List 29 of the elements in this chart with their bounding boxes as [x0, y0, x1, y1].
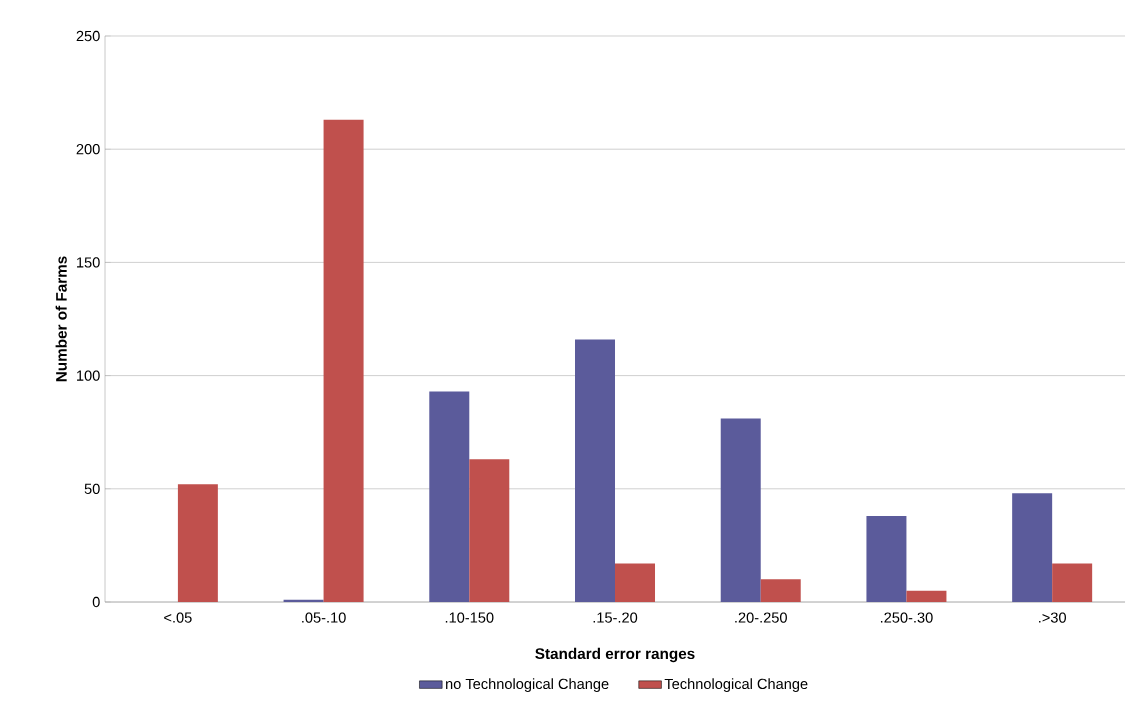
x-tick-label: .05-.10	[302, 612, 346, 623]
bar	[323, 119, 364, 602]
legend-label: Technological Change	[664, 678, 808, 692]
bar	[760, 579, 801, 602]
x-axis-title: Standard error ranges	[535, 647, 695, 663]
bar	[177, 484, 218, 602]
x-tick-label: .15-.20	[593, 612, 638, 623]
y-tick-label: 100	[77, 370, 100, 381]
x-tick-label: .>30	[1039, 612, 1066, 623]
x-tick-label: .250-.30	[880, 612, 933, 623]
bar	[575, 339, 616, 602]
x-tick-label: .10-150	[445, 612, 494, 623]
bar	[469, 459, 510, 602]
legend-label: no Technological Change	[446, 678, 609, 692]
x-tick-label: .20-.250	[735, 612, 787, 623]
bar	[866, 515, 907, 602]
bar	[906, 590, 947, 602]
y-axis-title: Number of Farms	[55, 256, 67, 382]
bar	[615, 563, 656, 602]
bar	[1052, 563, 1093, 602]
y-tick-label: 0	[92, 596, 100, 608]
y-tick-label: 150	[77, 257, 100, 268]
bar	[720, 418, 761, 602]
y-tick-label: 50	[84, 483, 100, 494]
x-tick-label: <.05	[164, 612, 192, 623]
y-tick-label: 250	[76, 30, 100, 42]
bar	[1012, 493, 1053, 602]
bar	[429, 391, 470, 602]
y-tick-label: 200	[76, 144, 100, 155]
